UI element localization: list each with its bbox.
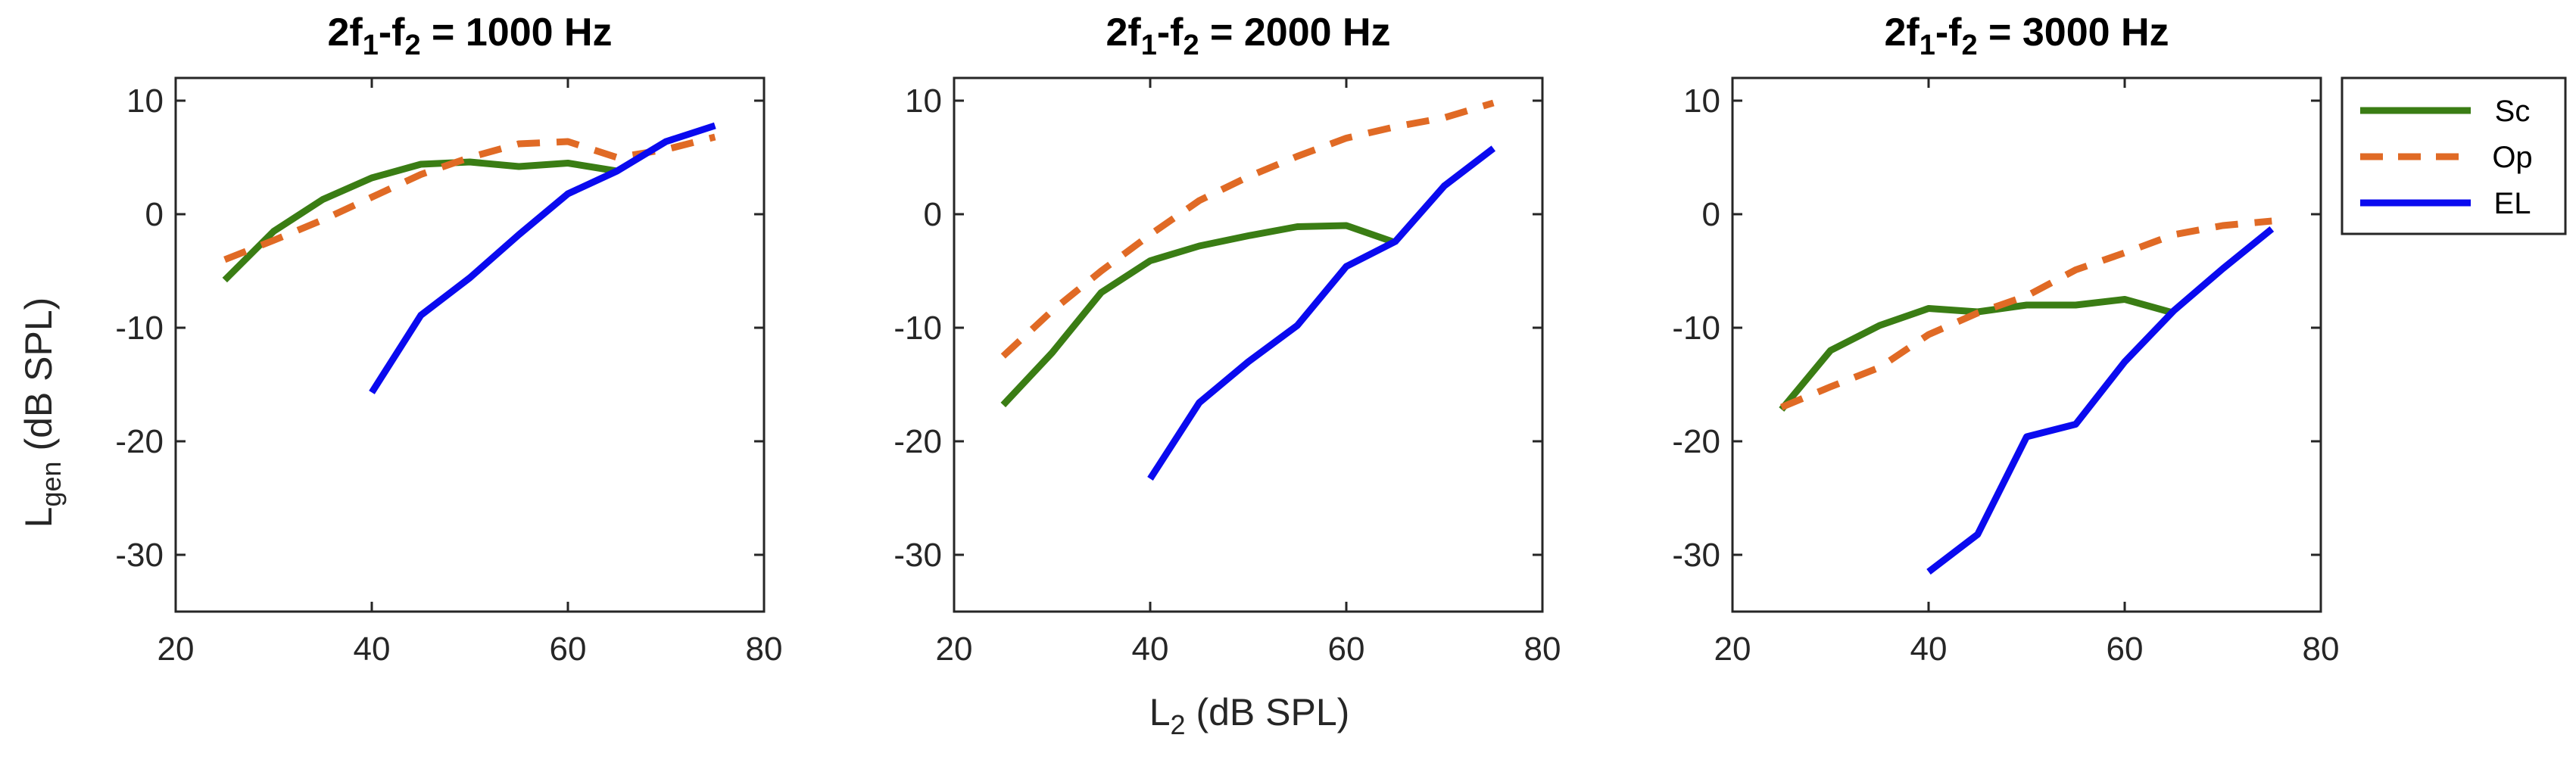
x-tick-label: 20 (936, 631, 973, 668)
x-tick-label: 40 (1132, 631, 1169, 668)
plot-area (954, 78, 1542, 612)
y-tick-label: -30 (115, 537, 164, 574)
y-tick-label: -10 (1672, 310, 1720, 347)
x-tick-label: 20 (1714, 631, 1751, 668)
series-line-sc (1000, 222, 1397, 408)
x-tick-label: 60 (2107, 631, 2144, 668)
x-tick-label: 80 (746, 631, 783, 668)
panel-title: 2f1-f2 = 3000 Hz (1884, 11, 2169, 61)
panel-3: 10 0 -10 -20 -30 20 40 60 80 2f1-f2 = 3000 Hz (1672, 11, 2339, 668)
panel-title: 2f1-f2 = 2000 Hz (1106, 11, 1390, 61)
x-tick-label: 60 (550, 631, 587, 668)
y-tick-label: 0 (1702, 196, 1720, 233)
y-tick-label: 10 (126, 83, 164, 120)
x-tick-label: 40 (1910, 631, 1948, 668)
series-line-el (369, 122, 716, 394)
x-axis-label: L2 (dB SPL) (1149, 691, 1350, 740)
legend: Sc Op EL (2341, 76, 2567, 235)
axes-box (953, 76, 1544, 613)
legend-label-el: EL (2494, 187, 2531, 220)
x-tick-label: 80 (1524, 631, 1561, 668)
legend-label-sc: Sc (2495, 95, 2531, 128)
series-line-sc (222, 158, 618, 283)
panel-1: 10 0 -10 -20 -30 20 40 60 80 2f1-f2 = 1000 Hz (115, 11, 782, 668)
plot-area (1732, 78, 2321, 612)
series-line-op (1000, 99, 1495, 359)
y-tick-label: -30 (1672, 537, 1720, 574)
x-tick-label: 60 (1328, 631, 1365, 668)
y-tick-label: 10 (1683, 83, 1720, 120)
y-tick-label: -20 (115, 423, 164, 460)
plot-area (176, 78, 764, 612)
axes-box (174, 76, 766, 613)
series-line-op (223, 133, 716, 263)
y-tick-label: -10 (115, 310, 164, 347)
y-tick-label: 10 (905, 83, 942, 120)
x-tick-label: 40 (354, 631, 391, 668)
panel-2: 10 0 -10 -20 -30 20 40 60 80 2f1-f2 = 2000 Hz (893, 11, 1561, 668)
x-tick-label: 80 (2303, 631, 2340, 668)
series-line-el (1147, 145, 1496, 481)
y-tick-label: 0 (924, 196, 942, 233)
y-tick-label: 0 (145, 196, 164, 233)
y-tick-label: -10 (893, 310, 942, 347)
y-tick-label: -20 (893, 423, 942, 460)
y-tick-label: -20 (1672, 423, 1720, 460)
y-axis-label: Lgen (dB SPL) (17, 297, 67, 528)
series-line-el (1926, 226, 2275, 575)
legend-label-op: Op (2492, 141, 2532, 174)
y-tick-label: -30 (893, 537, 942, 574)
panel-title: 2f1-f2 = 1000 Hz (327, 11, 612, 61)
series-line-op (1780, 217, 2272, 411)
axes-box (1731, 76, 2322, 613)
x-tick-label: 20 (157, 631, 195, 668)
